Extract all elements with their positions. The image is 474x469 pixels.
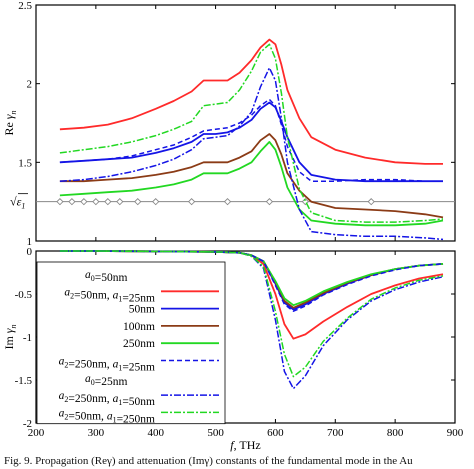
legend-text-part: =250nm, — [68, 359, 112, 371]
legend-text-part: =50nm — [95, 272, 128, 284]
reference-marker — [265, 198, 274, 206]
xtick-label: 600 — [267, 427, 284, 439]
legend-text-part: a — [64, 286, 70, 298]
top-series-d250_50 — [59, 67, 444, 241]
legend-text-part: 1 — [118, 364, 122, 373]
xtick-label: 500 — [207, 427, 224, 439]
legend-label-d50_250: a2=50nm, a1=250nm — [59, 407, 155, 425]
reference-marker — [134, 198, 142, 206]
legend-text-part: 1 — [118, 398, 122, 407]
top-series-s150 — [59, 133, 444, 219]
legend-text-part: =25nm — [95, 376, 128, 388]
reference-marker — [68, 198, 76, 206]
ylabel-main: Im — [2, 333, 16, 349]
top-series-d250_25 — [59, 98, 443, 182]
top-y-axis-label: Re γn — [2, 110, 18, 135]
legend-text-part: 50nm — [129, 304, 155, 316]
legend-label-d250_25: a2=250nm, a1=25nm — [59, 356, 155, 374]
legend-text-part: 0 — [91, 274, 95, 283]
legend-text-part: 2 — [64, 395, 68, 404]
top-series-d50_250 — [59, 43, 444, 223]
reference-marker — [92, 198, 100, 206]
ylabel-greek: γ — [2, 114, 16, 119]
x-axis-label: f, THz — [230, 438, 260, 452]
legend-label-h_a0_25: a0=25nm — [85, 373, 127, 388]
reference-marker — [104, 198, 112, 206]
top-panel: 1 1.5 2 2.5 √ε1 Re γn — [2, 0, 456, 248]
epsilon-label: √ε1 — [10, 195, 25, 211]
epsilon-label-sub: 1 — [21, 202, 25, 211]
ylabel-sub: n — [9, 110, 18, 114]
reference-marker — [367, 198, 375, 206]
xtick-label: 400 — [147, 427, 164, 439]
legend-text-part: 250nm — [123, 338, 155, 350]
reference-marker — [152, 198, 160, 206]
top-ytick-label: 2.5 — [18, 0, 32, 12]
legend-text-part: 0 — [91, 378, 95, 387]
legend-text-part: =50nm, — [74, 289, 112, 301]
top-ytick-label: 1 — [27, 236, 33, 248]
legend-text-part: 2 — [70, 291, 74, 300]
bottom-ytick-label: -2 — [23, 418, 32, 430]
xtick-label: 900 — [447, 427, 464, 439]
legend-text-part: 2 — [64, 361, 68, 370]
top-plot-frame — [35, 4, 456, 242]
xtick-label: 800 — [387, 427, 404, 439]
top-ytick-label: 1.5 — [18, 157, 32, 169]
xlabel-unit: , THz — [234, 438, 261, 452]
ylabel-sub: n — [9, 324, 18, 328]
bottom-ytick-label: -0.5 — [15, 289, 33, 301]
reference-marker — [56, 198, 64, 206]
bottom-ytick-label: 0 — [27, 246, 33, 258]
legend-label-s50: a2=50nm, a1=25nm — [64, 286, 155, 304]
legend-text-part: a — [59, 356, 65, 368]
legend-text-part: a — [113, 393, 119, 405]
reference-marker — [223, 198, 232, 206]
figure-caption: Fig. 9. Propagation (Reγ) and attenuatio… — [4, 455, 413, 467]
legend-text-part: =250nm — [117, 413, 155, 425]
reference-marker — [116, 198, 124, 206]
xtick-label: 700 — [327, 427, 344, 439]
bottom-ytick-label: -1.5 — [15, 375, 33, 387]
legend-text-part: =250nm, — [68, 393, 112, 405]
reference-marker — [80, 198, 88, 206]
legend-text-part: =50nm, — [68, 410, 106, 422]
ylabel-main: Re — [2, 119, 16, 135]
legend-text-part: =50nm — [122, 396, 155, 408]
legend-text-part: 1 — [118, 294, 122, 303]
legend-text-part: =25nm — [122, 362, 155, 374]
top-ytick-label: 2 — [27, 79, 33, 91]
top-series-s250 — [59, 141, 444, 227]
top-series-s50 — [59, 38, 443, 165]
legend-text-part: 1 — [113, 415, 117, 424]
bottom-series-d50_250 — [59, 250, 444, 378]
legend-text-part: a — [59, 390, 65, 402]
ylabel-greek: γ — [2, 328, 16, 333]
legend-text-part: a — [113, 359, 119, 371]
legend-label-s150: 100nm — [123, 321, 155, 333]
legend-text-part: =25nm — [122, 292, 155, 304]
reference-marker — [187, 198, 196, 206]
legend-text-part: 2 — [64, 412, 68, 421]
legend-text-part: a — [113, 289, 119, 301]
xlabel-var: f — [230, 438, 235, 452]
bottom-ytick-label: -1 — [23, 332, 32, 344]
legend-text-part: a — [59, 407, 65, 419]
legend-label-h_a0_50: a0=50nm — [85, 269, 127, 284]
xtick-label: 200 — [28, 427, 45, 439]
legend-label-s250: 250nm — [123, 338, 155, 350]
legend-text-part: a — [85, 269, 91, 281]
legend-label-s100: 50nm — [129, 304, 155, 316]
xtick-label: 300 — [88, 427, 105, 439]
legend-label-d250_50: a2=250nm, a1=50nm — [59, 390, 155, 408]
legend-text-part: 100nm — [123, 321, 155, 333]
bottom-y-axis-label: Im γn — [2, 324, 18, 349]
legend-text-part: a — [85, 373, 91, 385]
legend-text-part: a — [107, 410, 113, 422]
top-series-s100 — [59, 101, 443, 183]
